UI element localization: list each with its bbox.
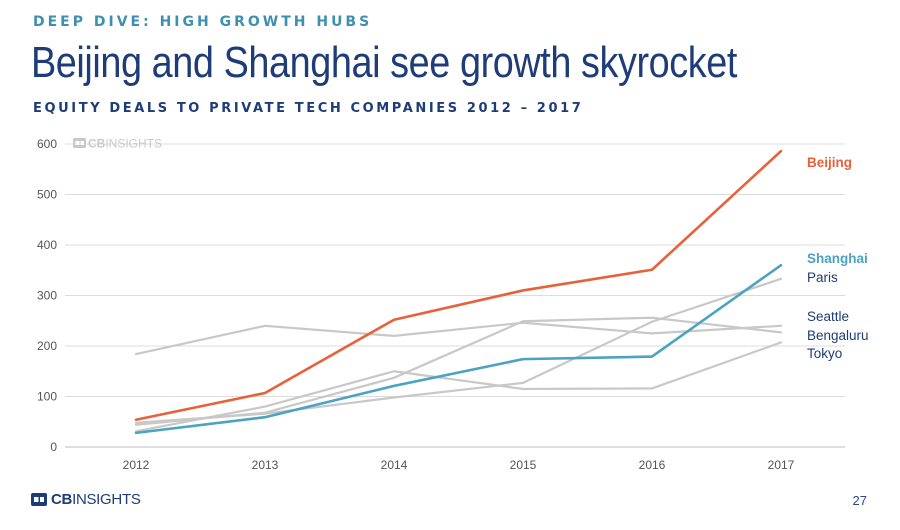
y-tick-label: 500 <box>37 188 57 202</box>
series-line-tokyo <box>134 316 783 426</box>
series-label-bengaluru: Bengaluru <box>807 328 869 343</box>
gridlines <box>65 143 845 448</box>
y-tick-label: 200 <box>37 339 57 353</box>
eyebrow-heading: DEEP DIVE: HIGH GROWTH HUBS <box>33 14 373 30</box>
x-tick-label: 2013 <box>252 458 279 472</box>
page-title: Beijing and Shanghai see growth skyrocke… <box>31 38 737 87</box>
x-tick-label: 2015 <box>510 458 537 472</box>
footer-logo: CBINSIGHTS <box>31 491 141 508</box>
x-axis-ticks: 2012 2013 2014 2015 2016 2017 <box>123 458 795 472</box>
footer-brand-rest: INSIGHTS <box>72 491 141 508</box>
series-line-bengaluru <box>134 277 783 424</box>
x-tick-label: 2012 <box>123 458 150 472</box>
watermark: CBINSIGHTS <box>73 137 162 151</box>
y-tick-label: 300 <box>37 289 57 303</box>
series-labels: Beijing Shanghai Paris Seattle Bengaluru Toky… <box>807 155 869 361</box>
series-label-beijing: Beijing <box>807 155 852 170</box>
x-tick-label: 2014 <box>381 458 408 472</box>
cb-insights-logo-icon <box>73 138 86 148</box>
watermark-brand-rest: INSIGHTS <box>105 137 162 151</box>
series-line-paris <box>134 341 783 433</box>
chart-subtitle: EQUITY DEALS TO PRIVATE TECH COMPANIES 2… <box>33 101 584 116</box>
line-chart: 0 100 200 300 400 500 600 2012 2013 2014 2015 2016… <box>37 137 869 473</box>
series-label-seattle: Seattle <box>807 309 849 324</box>
y-tick-label: 400 <box>37 238 57 252</box>
series-label-shanghai: Shanghai <box>807 251 868 266</box>
watermark-brand-bold: CB <box>88 137 106 151</box>
y-tick-label: 100 <box>37 390 57 404</box>
x-tick-label: 2017 <box>768 458 795 472</box>
x-tick-label: 2016 <box>639 458 666 472</box>
series-label-paris: Paris <box>807 270 838 285</box>
y-tick-label: 0 <box>50 440 57 454</box>
cb-insights-logo-icon <box>31 493 47 506</box>
y-tick-label: 600 <box>37 137 57 151</box>
y-axis-ticks: 0 100 200 300 400 500 600 <box>37 137 57 454</box>
series-line-seattle <box>134 321 783 356</box>
series-line-beijing <box>134 149 783 422</box>
svg-text:CBINSIGHTS: CBINSIGHTS <box>88 137 162 151</box>
footer-brand: CBINSIGHTS <box>51 491 141 508</box>
series-label-tokyo: Tokyo <box>807 346 842 361</box>
series-line-shanghai <box>134 263 783 435</box>
page-number: 27 <box>852 493 867 508</box>
footer-brand-bold: CB <box>51 491 73 508</box>
series-lines <box>134 149 783 435</box>
